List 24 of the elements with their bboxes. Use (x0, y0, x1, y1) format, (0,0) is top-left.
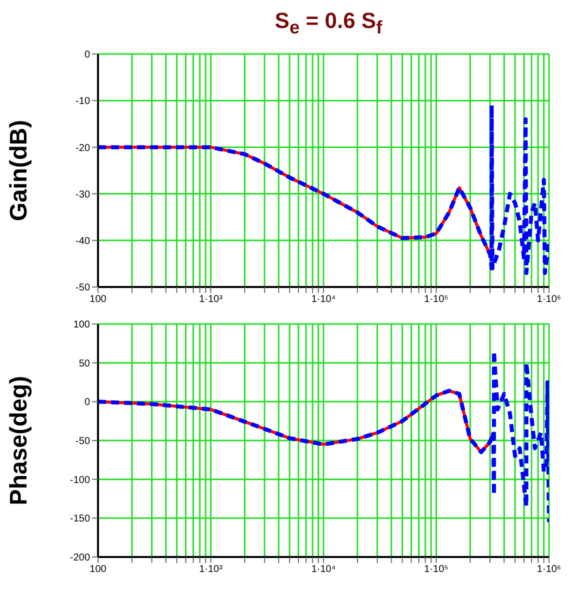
y-tick-label: -50 (76, 282, 90, 294)
y-tick-label: -150 (70, 514, 90, 525)
x-tick-label: 1·10⁵ (424, 294, 448, 306)
x-tick-label: 1·10⁶ (536, 294, 562, 306)
y-tick-label: -30 (76, 189, 90, 200)
y-tick-label: -50 (76, 436, 90, 448)
y-tick-label: 100 (73, 320, 90, 331)
y-tick-label: 0 (84, 397, 90, 408)
y-tick-label: -200 (70, 552, 90, 564)
x-tick-label: 1·10⁴ (311, 294, 336, 306)
x-tick-label: 1·10⁴ (311, 564, 336, 576)
y-axis-title: Gain(dB) (6, 120, 33, 222)
x-tick-label: 1·10⁶ (536, 564, 562, 576)
x-tick-label: 1·10³ (199, 294, 224, 306)
y-tick-label: 0 (84, 50, 90, 61)
x-tick-label: 1·10⁵ (424, 564, 448, 576)
y-axis-title: Phase(deg) (6, 376, 33, 506)
y-tick-label: -20 (76, 142, 90, 154)
y-tick-label: 50 (78, 358, 90, 370)
x-tick-label: 1·10³ (199, 564, 224, 576)
y-tick-label: -10 (76, 96, 90, 108)
y-tick-label: -100 (70, 474, 90, 486)
chart-title: S$_{e}$ = 0.6 S$_{f}$ (274, 8, 384, 40)
y-tick-label: -40 (76, 236, 90, 247)
